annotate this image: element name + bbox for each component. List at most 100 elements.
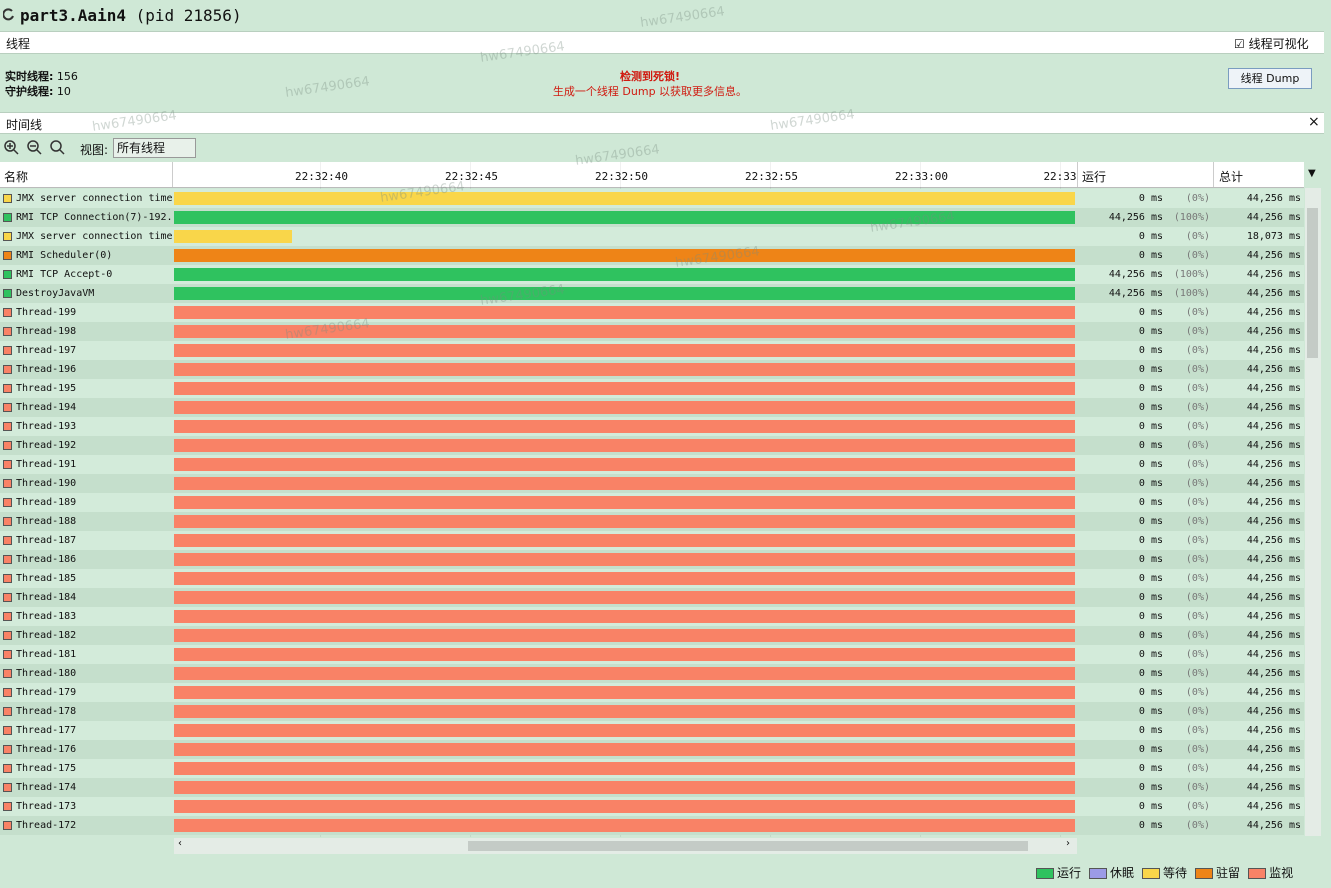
state-icon bbox=[3, 554, 12, 564]
thread-name: Thread-178 bbox=[16, 706, 77, 717]
time-tick: 22:32:55 bbox=[745, 170, 798, 183]
running-time: 0 ms bbox=[1138, 402, 1163, 413]
state-icon bbox=[3, 592, 12, 602]
running-percent: (0%) bbox=[1185, 478, 1210, 489]
running-percent: (0%) bbox=[1185, 383, 1210, 394]
column-menu[interactable]: ▼ bbox=[1308, 168, 1316, 179]
running-percent: (0%) bbox=[1185, 763, 1210, 774]
dump-button[interactable]: 线程 Dump bbox=[1228, 68, 1312, 89]
legend-swatch bbox=[1036, 868, 1054, 879]
thread-row: DestroyJavaVM 44,256 ms (100%) 44,256 ms bbox=[0, 284, 1304, 303]
running-percent: (0%) bbox=[1185, 820, 1210, 831]
thread-row: Thread-189 0 ms (0%) 44,256 ms bbox=[0, 493, 1304, 512]
state-bar bbox=[174, 648, 1075, 661]
legend-item: 等待 bbox=[1142, 866, 1187, 880]
running-time: 0 ms bbox=[1138, 801, 1163, 812]
close-button[interactable]: × bbox=[1308, 114, 1320, 130]
running-percent: (0%) bbox=[1185, 554, 1210, 565]
legend-swatch bbox=[1248, 868, 1267, 879]
running-percent: (0%) bbox=[1185, 250, 1210, 261]
state-icon bbox=[3, 516, 12, 526]
thread-row: Thread-191 0 ms (0%) 44,256 ms bbox=[0, 455, 1304, 474]
total-time: 44,256 ms bbox=[1246, 193, 1301, 204]
thread-name: Thread-172 bbox=[16, 820, 77, 831]
thread-row: Thread-178 0 ms (0%) 44,256 ms bbox=[0, 702, 1304, 721]
legend-label: 休眠 bbox=[1110, 866, 1135, 880]
running-time: 0 ms bbox=[1138, 649, 1163, 660]
state-bar bbox=[174, 382, 1075, 395]
thread-row: Thread-193 0 ms (0%) 44,256 ms bbox=[0, 417, 1304, 436]
thread-row: Thread-188 0 ms (0%) 44,256 ms bbox=[0, 512, 1304, 531]
state-bar bbox=[174, 477, 1075, 490]
thread-name: DestroyJavaVM bbox=[16, 288, 95, 299]
thread-row: Thread-199 0 ms (0%) 44,256 ms bbox=[0, 303, 1304, 322]
state-icon bbox=[3, 611, 12, 621]
thread-name-cell: Thread-197 bbox=[0, 341, 172, 360]
total-time: 44,256 ms bbox=[1246, 649, 1301, 660]
state-bar bbox=[174, 819, 1075, 832]
state-icon bbox=[3, 440, 12, 450]
running-percent: (0%) bbox=[1185, 364, 1210, 375]
window-title-row: part3.Aain4 (pid 21856) bbox=[20, 6, 242, 25]
legend-label: 驻留 bbox=[1216, 866, 1241, 880]
thread-name: JMX server connection time bbox=[16, 231, 172, 242]
scroll-left[interactable]: ‹ bbox=[178, 838, 182, 849]
state-icon bbox=[3, 744, 12, 754]
visualize-checkbox[interactable]: ☑ 线程可视化 bbox=[1234, 37, 1309, 51]
thread-name: Thread-188 bbox=[16, 516, 77, 527]
thread-name: Thread-185 bbox=[16, 573, 77, 584]
state-icon bbox=[3, 212, 12, 222]
running-time: 0 ms bbox=[1138, 459, 1163, 470]
scroll-right[interactable]: › bbox=[1066, 838, 1070, 849]
scroll-thumb[interactable] bbox=[1307, 208, 1318, 358]
state-icon bbox=[3, 269, 12, 279]
thread-name-cell: Thread-199 bbox=[0, 303, 172, 322]
horizontal-scrollbar[interactable]: ‹ › bbox=[174, 838, 1077, 854]
total-time: 44,256 ms bbox=[1246, 820, 1301, 831]
state-icon bbox=[3, 364, 12, 374]
threads-title: 线程 bbox=[6, 37, 31, 51]
thread-name: Thread-174 bbox=[16, 782, 77, 793]
running-time: 0 ms bbox=[1138, 630, 1163, 641]
thread-name: Thread-184 bbox=[16, 592, 77, 603]
divider bbox=[1077, 162, 1078, 187]
time-tick: 22:33:00 bbox=[895, 170, 948, 183]
thread-name: Thread-192 bbox=[16, 440, 77, 451]
state-bar bbox=[174, 762, 1075, 775]
running-time: 0 ms bbox=[1138, 231, 1163, 242]
state-icon bbox=[3, 478, 12, 488]
running-percent: (0%) bbox=[1185, 573, 1210, 584]
thread-name: Thread-197 bbox=[16, 345, 77, 356]
running-time: 0 ms bbox=[1138, 478, 1163, 489]
total-time: 44,256 ms bbox=[1246, 687, 1301, 698]
thread-name: Thread-196 bbox=[16, 364, 77, 375]
running-time: 0 ms bbox=[1138, 345, 1163, 356]
thread-name-cell: Thread-180 bbox=[0, 664, 172, 683]
zoom-icons[interactable] bbox=[3, 139, 69, 155]
thread-name: Thread-181 bbox=[16, 649, 77, 660]
scroll-thumb[interactable] bbox=[468, 841, 1028, 851]
vertical-scrollbar[interactable] bbox=[1305, 188, 1321, 836]
thread-name: Thread-183 bbox=[16, 611, 77, 622]
state-icon bbox=[3, 307, 12, 317]
thread-row: Thread-174 0 ms (0%) 44,256 ms bbox=[0, 778, 1304, 797]
total-time: 44,256 ms bbox=[1246, 801, 1301, 812]
running-time: 0 ms bbox=[1138, 497, 1163, 508]
thread-name: Thread-199 bbox=[16, 307, 77, 318]
state-bar bbox=[174, 743, 1075, 756]
window-pid: (pid 21856) bbox=[135, 6, 242, 25]
total-time: 44,256 ms bbox=[1246, 326, 1301, 337]
thread-name-cell: Thread-190 bbox=[0, 474, 172, 493]
thread-row: Thread-194 0 ms (0%) 44,256 ms bbox=[0, 398, 1304, 417]
running-percent: (100%) bbox=[1173, 212, 1210, 223]
threads-header: 线程 ☑ 线程可视化 bbox=[0, 31, 1324, 54]
thread-row: Thread-173 0 ms (0%) 44,256 ms bbox=[0, 797, 1304, 816]
total-time: 44,256 ms bbox=[1246, 345, 1301, 356]
thread-name-cell: Thread-175 bbox=[0, 759, 172, 778]
view-select[interactable]: 所有线程 bbox=[113, 138, 196, 158]
legend-swatch bbox=[1142, 868, 1161, 879]
state-icon bbox=[3, 763, 12, 773]
state-bar bbox=[174, 268, 1075, 281]
daemon-label: 守护线程: bbox=[5, 85, 54, 98]
thread-row: Thread-176 0 ms (0%) 44,256 ms bbox=[0, 740, 1304, 759]
